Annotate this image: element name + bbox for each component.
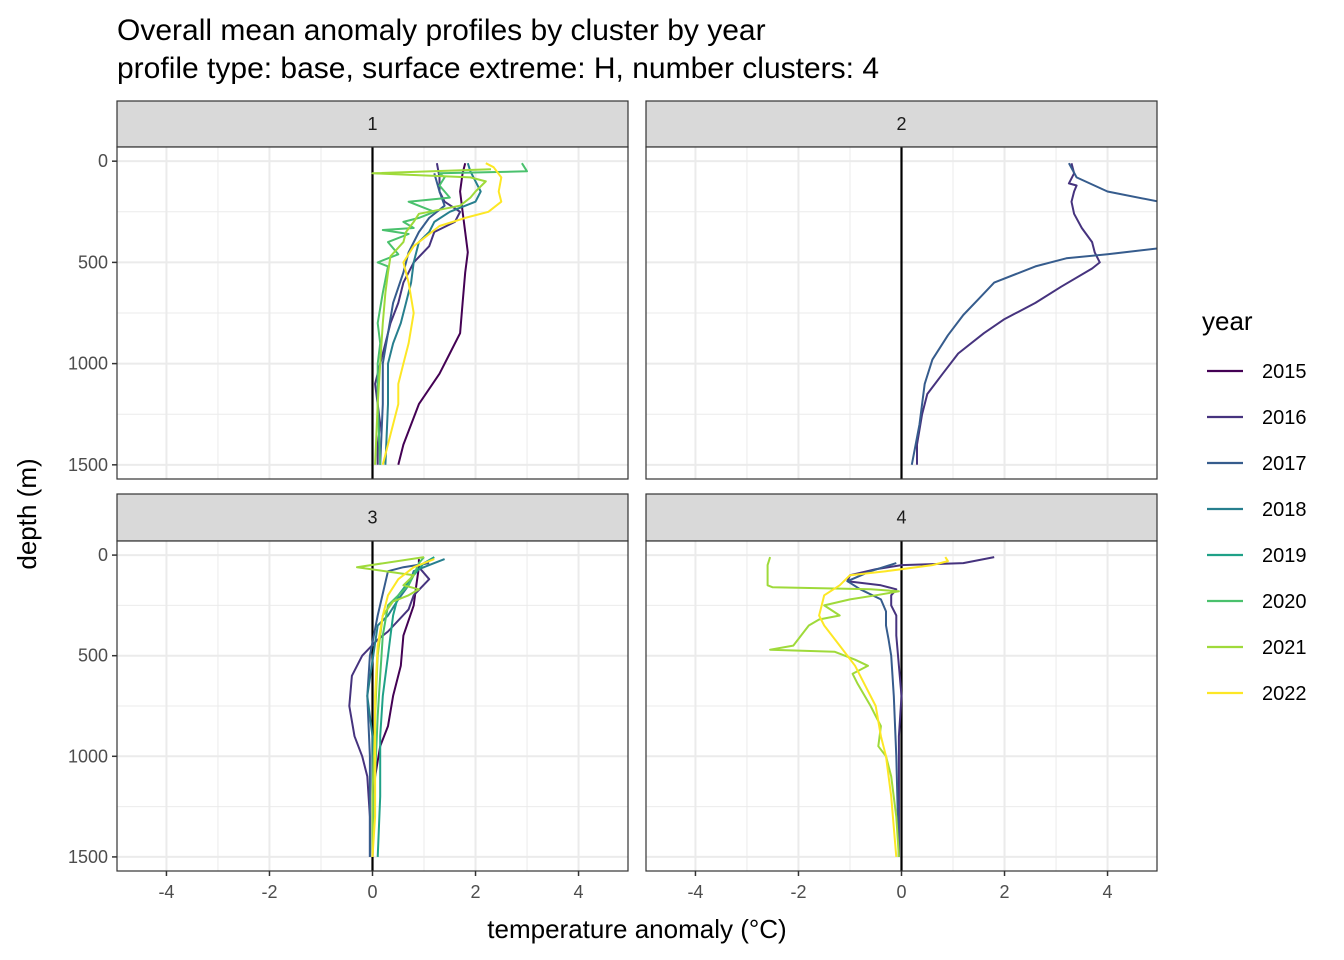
x-tick-label: -2 [790,882,806,902]
series-line-2018 [384,162,482,465]
series-line-2021 [766,556,900,857]
x-tick-label: 2 [471,882,481,902]
y-tick-label: 0 [98,545,108,565]
legend-label: 2018 [1262,499,1307,521]
series-line-2019 [376,556,435,857]
panel-border [116,146,629,480]
series-line-2022 [818,556,949,857]
series-line-2017 [910,162,1157,465]
panel-border [645,146,1158,480]
series-line-2022 [381,162,503,466]
legend-label: 2021 [1262,637,1307,659]
x-tick-label: 4 [1103,882,1113,902]
chart-subtitle: profile type: base, surface extreme: H, … [117,52,879,85]
x-tick-label: 0 [896,882,906,902]
y-axis-title: depth (m) [12,458,42,569]
legend-item-2015: 2015 [1207,361,1307,383]
y-tick-label: 1000 [68,354,108,374]
facet-panel-3: 3 0 500 1000 1500 -4 -2 0 2 4 [68,493,629,902]
x-tick-label: 4 [574,882,584,902]
y-tick-label: 0 [98,151,108,171]
legend-label: 2019 [1262,545,1307,567]
legend-item-2016: 2016 [1207,407,1307,429]
series-line-2022 [371,558,435,857]
x-tick-label: -4 [158,882,174,902]
facet-panel-2: 2 [645,100,1158,480]
x-tick-label: -2 [261,882,277,902]
chart-title: Overall mean anomaly profiles by cluster… [117,14,766,47]
series-line-2016 [348,566,431,857]
facet-panel-1: 1 0 500 1000 1500 [68,100,629,480]
x-tick-label: -4 [687,882,703,902]
series-line-2016 [916,162,1101,465]
y-tick-label: 1000 [68,746,108,766]
series-line-2020 [376,162,528,465]
facet-strip-label: 4 [896,508,906,528]
legend-label: 2022 [1262,683,1307,705]
legend-item-2019: 2019 [1207,545,1307,567]
legend: year 2015 2016 2017 2018 2019 2020 2021 2022 [1202,306,1307,705]
y-tick-label: 1500 [68,455,108,475]
legend-item-2022: 2022 [1207,683,1307,705]
legend-label: 2016 [1262,407,1307,429]
legend-title: year [1202,306,1253,336]
x-tick-label: 0 [367,882,377,902]
legend-label: 2017 [1262,453,1307,475]
series-line-2017 [379,173,446,465]
series-line-2015 [397,162,469,466]
series-line-2017 [366,562,430,857]
series-group [766,556,995,857]
y-tick-label: 1500 [68,847,108,867]
series-group [371,162,528,466]
series-group [910,162,1157,465]
legend-label: 2015 [1262,361,1307,383]
facet-panels: 1 0 500 1000 1500 2 3 0 500 1000 1500 -4 -2 0 2 4 4 -4 -2 0… [68,100,1158,902]
series-line-2017 [846,562,900,857]
series-line-2021 [371,168,492,465]
legend-item-2021: 2021 [1207,637,1307,659]
x-axis-title: temperature anomaly (°C) [487,914,786,944]
facet-strip-label: 3 [367,508,377,528]
legend-label: 2020 [1262,591,1307,613]
legend-item-2018: 2018 [1207,499,1307,521]
facet-panel-4: 4 -4 -2 0 2 4 [645,493,1158,902]
series-line-2020 [371,556,425,857]
legend-item-2017: 2017 [1207,453,1307,475]
facet-strip-label: 2 [896,114,906,134]
series-group [348,556,445,857]
facet-strip-label: 1 [367,114,377,134]
facet-strip [116,493,629,542]
y-tick-label: 500 [78,252,108,272]
facet-strip [645,493,1158,542]
facet-strip [116,100,629,148]
y-tick-label: 500 [78,646,108,666]
legend-item-2020: 2020 [1207,591,1307,613]
x-tick-label: 2 [1000,882,1010,902]
